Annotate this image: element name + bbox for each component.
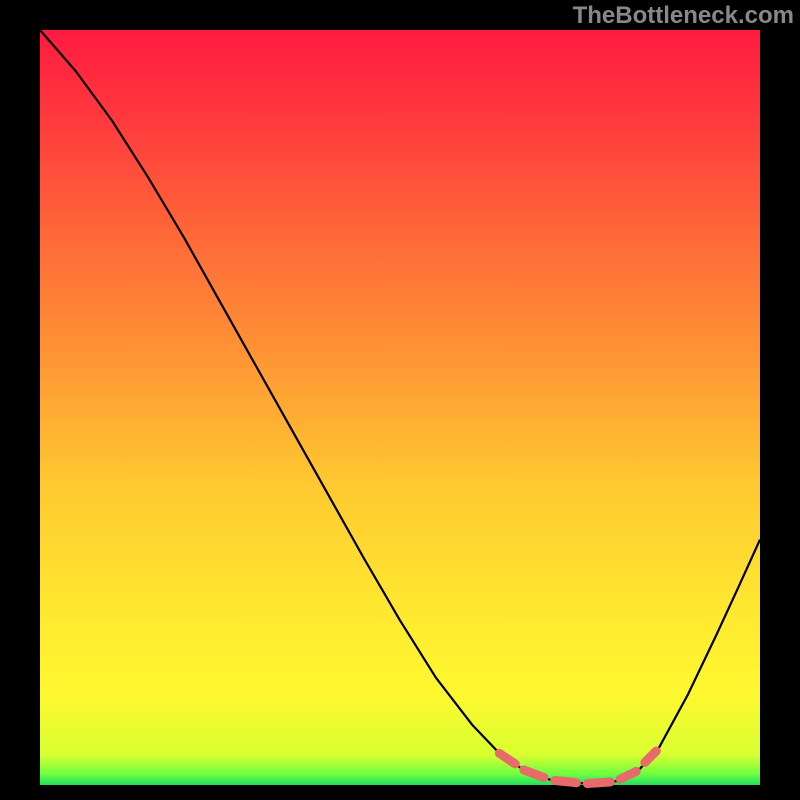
plot-background-gradient <box>40 30 760 785</box>
chart-container: TheBottleneck.com <box>0 0 800 800</box>
bottleneck-chart <box>0 0 800 800</box>
valley-segment <box>555 781 577 783</box>
watermark-text: TheBottleneck.com <box>573 2 794 30</box>
valley-segment <box>587 782 610 784</box>
